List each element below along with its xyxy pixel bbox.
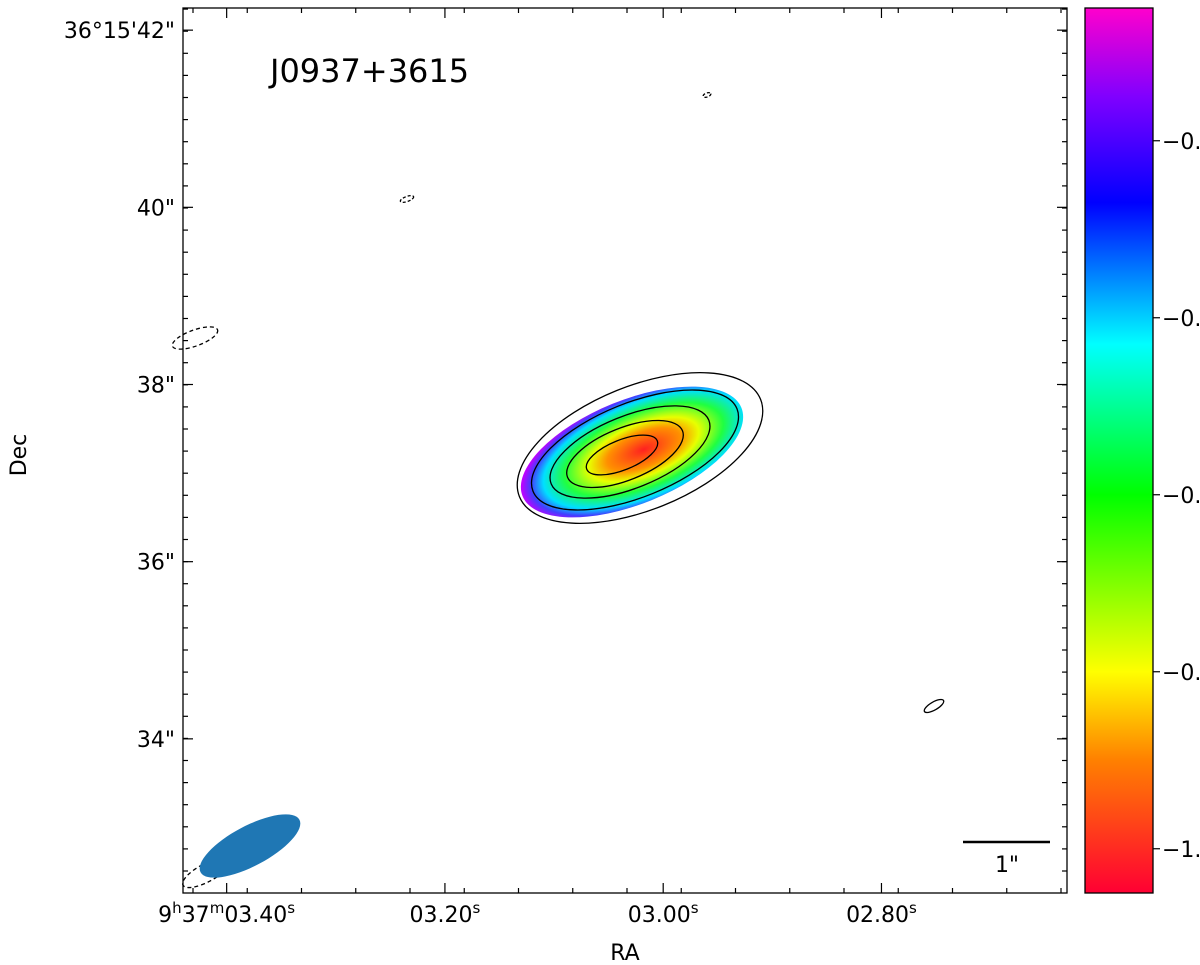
source-image: 1" (171, 92, 1050, 889)
x-tick-label: 03.20s (410, 899, 481, 928)
y-axis-label: Dec (7, 434, 32, 477)
y-tick-label: 38" (137, 374, 175, 399)
x-tick-label: 9h37m03.40s (158, 899, 295, 928)
y-tick-label: 36°15'42" (64, 19, 175, 44)
x-tick-label: 02.80s (846, 899, 917, 928)
beam (199, 814, 301, 878)
colorbar-tick-label: −0.8 (1162, 661, 1200, 686)
scale-bar-label: 1" (995, 853, 1019, 878)
colorbar (1084, 7, 1154, 894)
x-tick-label: 03.00s (628, 899, 699, 928)
colorbar-tick-label: −0.2 (1162, 130, 1200, 155)
y-tick-label: 34" (137, 728, 175, 753)
colorbar-tick-label: −1.0 (1162, 838, 1200, 863)
x-axis-label: RA (610, 941, 639, 965)
y-tick-label: 36" (137, 551, 175, 576)
colorbar-tick-label: −0.6 (1162, 484, 1200, 509)
chart-title: J0937+3615 (268, 52, 469, 90)
y-tick-label: 40" (137, 196, 175, 221)
contours (171, 92, 945, 889)
colorbar-tick-label: −0.4 (1162, 307, 1200, 332)
